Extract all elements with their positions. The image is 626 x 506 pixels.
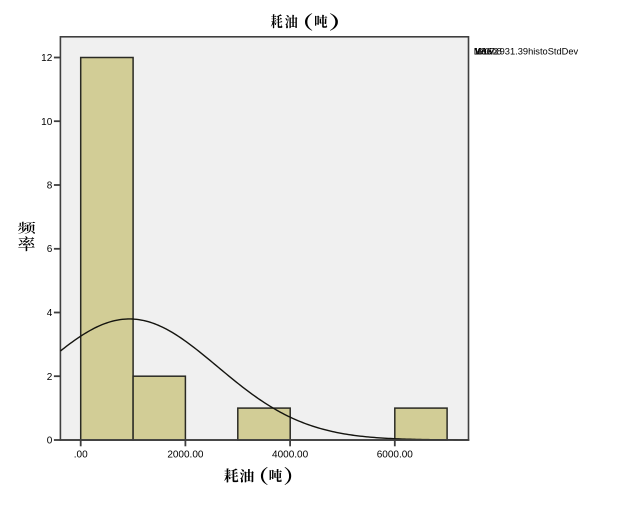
svg-text:8: 8 <box>47 181 53 192</box>
svg-text:10: 10 <box>41 117 53 128</box>
svg-text:0: 0 <box>47 436 53 447</box>
svg-text:2: 2 <box>47 372 53 383</box>
svg-text:1680.728: 1680.728 <box>474 47 502 57</box>
svg-text:.00: .00 <box>74 450 88 461</box>
svg-text:6000.00: 6000.00 <box>377 450 414 461</box>
svg-text:2000.00: 2000.00 <box>167 450 204 461</box>
svg-text:6: 6 <box>47 244 53 255</box>
svg-text:12: 12 <box>41 53 53 64</box>
svg-text:4000.00: 4000.00 <box>272 450 309 461</box>
svg-text:Mean.931.39histoStdDev: Mean.931.39histoStdDev <box>474 47 579 57</box>
svg-text:N.16: N.16 <box>474 47 492 57</box>
svg-text:4: 4 <box>47 308 53 319</box>
